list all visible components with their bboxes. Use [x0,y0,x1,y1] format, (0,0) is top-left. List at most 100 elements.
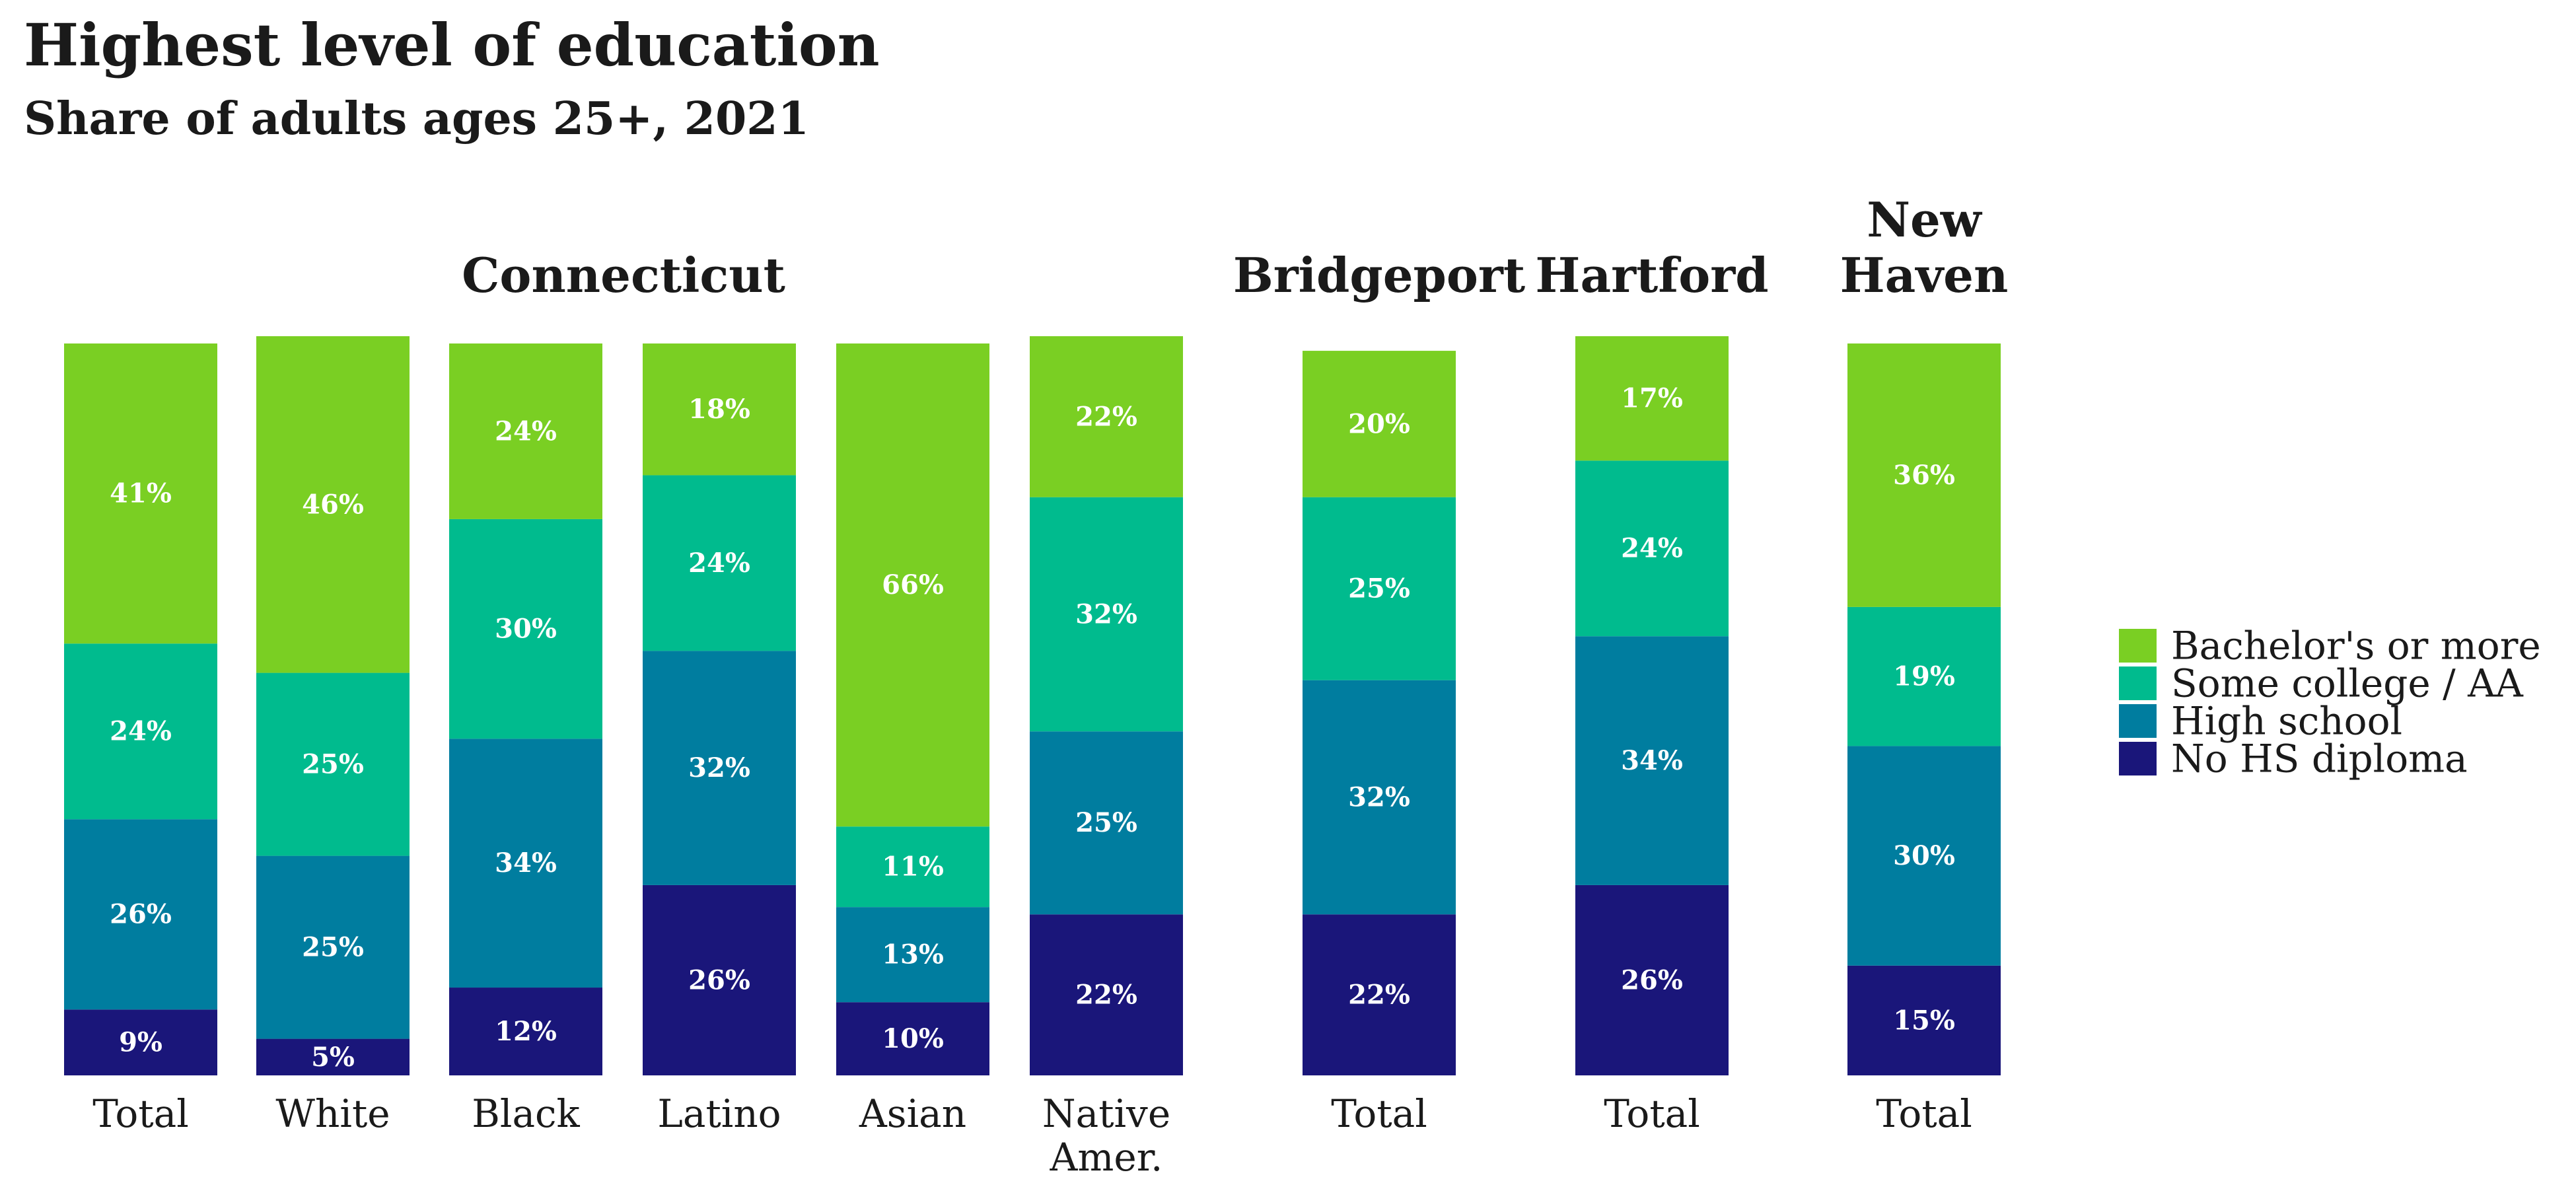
bar-segment-bachelor-s-or-more [449,343,602,519]
data-label: 25% [1075,807,1137,838]
bar-segment-some-college-aa [1575,460,1729,637]
legend-swatch [2119,629,2157,663]
category-label: Latino [657,1091,781,1136]
bar-segment-some-college-aa [643,475,796,651]
data-label: 30% [495,614,557,645]
data-label: 22% [1075,401,1137,432]
category-label: Amer. [1050,1135,1163,1180]
data-label: 32% [688,752,750,783]
bar-segment-some-college-aa [836,826,989,908]
data-label: 25% [302,932,364,963]
legend-swatch [2119,704,2157,738]
legend-swatch [2119,742,2157,775]
category-label: White [275,1091,390,1136]
category-label: Native [1042,1091,1170,1136]
data-label: 22% [1348,980,1410,1011]
data-label: 32% [1075,598,1137,630]
category-label: Total [1331,1091,1427,1136]
category-label: Total [92,1091,189,1136]
data-label: 26% [110,899,172,930]
bar-segment-bachelor-s-or-more [643,343,796,476]
bar-segment-high-school [64,819,217,1010]
bar-segment-no-hs-diploma [64,1009,217,1075]
category-label: Total [1604,1091,1700,1136]
bar-segment-no-hs-diploma [1303,914,1456,1075]
chart-title: Highest level of education [24,11,880,79]
group-label: Bridgeport [1233,247,1525,303]
bar-segment-no-hs-diploma [836,1002,989,1075]
bar-segment-bachelor-s-or-more [1303,351,1456,497]
bar-segment-no-hs-diploma [643,884,796,1075]
group-label: Haven [1840,247,2009,303]
data-label: 5% [311,1042,355,1073]
bar-segment-some-college-aa [1030,497,1183,732]
bar-segment-no-hs-diploma [1030,914,1183,1075]
bar-segment-no-hs-diploma [1575,884,1729,1075]
data-label: 26% [1621,964,1683,995]
legend-label: Bachelor's or more [2171,624,2541,668]
data-label: 25% [1348,573,1410,604]
data-label: 34% [1621,745,1683,776]
bar-segment-no-hs-diploma [449,988,602,1075]
data-label: 17% [1621,383,1683,414]
data-label: 66% [882,569,944,600]
legend-label: No HS diploma [2171,737,2468,781]
bar-segment-high-school [1575,636,1729,885]
bar-segment-high-school [449,739,602,988]
group-label: Hartford [1535,247,1768,303]
bar-segment-high-school [643,651,796,885]
bar-segment-high-school [1847,746,2001,966]
bar-segment-high-school [1030,731,1183,915]
bars-layer: 9% 26% 24% 41% 5% 25% 25% 46% 12% 34% 30% 24% 26% 32%… [64,336,2001,1075]
bar-segment-no-hs-diploma [256,1038,410,1075]
data-label: 9% [119,1027,162,1058]
bar-segment-some-college-aa [1303,497,1456,680]
data-label: 22% [1075,980,1137,1011]
group-label: Connecticut [462,247,785,303]
category-label: Black [472,1091,580,1136]
bar-segment-some-college-aa [1847,606,2001,746]
data-label: 34% [495,847,557,879]
data-label: 19% [1893,661,1955,692]
chart-subtitle: Share of adults ages 25+, 2021 [24,92,809,145]
data-label: 41% [110,478,172,509]
data-label: 18% [688,394,750,425]
group-label: New [1867,192,1983,248]
category-label: Asian [859,1091,966,1136]
category-label: Total [1876,1091,1972,1136]
bar-segment-bachelor-s-or-more [1847,343,2001,607]
legend-label: Some college / AA [2171,661,2524,706]
legend-swatch [2119,667,2157,700]
data-label: 46% [302,489,364,520]
data-label: 15% [1893,1005,1955,1036]
bar-segment-high-school [1303,680,1456,915]
bar-segment-bachelor-s-or-more [64,343,217,644]
data-label: 24% [688,548,750,579]
bar-segment-some-college-aa [449,519,602,739]
bar-segment-bachelor-s-or-more [1030,336,1183,497]
bar-segment-bachelor-s-or-more [1575,336,1729,461]
data-label: 36% [1893,460,1955,491]
data-label: 11% [882,851,944,883]
bar-segment-some-college-aa [64,643,217,820]
bar-segment-high-school [836,907,989,1003]
data-label: 24% [1621,533,1683,564]
bar-segment-no-hs-diploma [1847,965,2001,1075]
bar-segment-high-school [256,855,410,1039]
legend-label: High school [2171,699,2402,744]
data-label: 24% [110,716,172,747]
data-label: 20% [1348,408,1410,439]
data-label: 12% [495,1016,557,1047]
bar-segment-bachelor-s-or-more [256,336,410,673]
data-label: 10% [882,1023,944,1054]
data-label: 13% [882,939,944,970]
data-label: 24% [495,415,557,447]
data-label: 30% [1893,840,1955,871]
data-label: 32% [1348,781,1410,812]
bar-segment-bachelor-s-or-more [836,343,989,827]
data-label: 26% [688,964,750,995]
